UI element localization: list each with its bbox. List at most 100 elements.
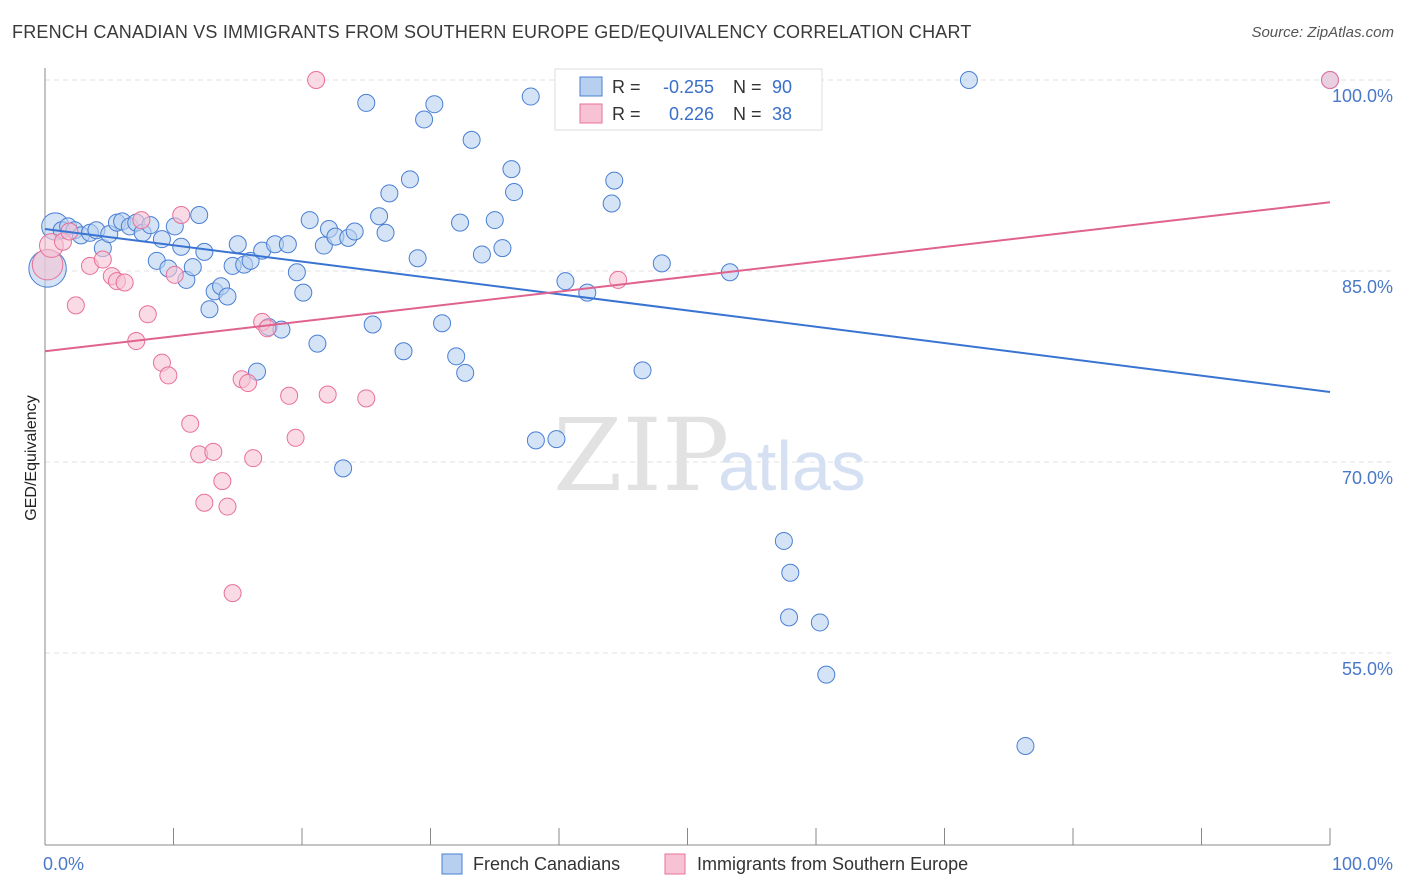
legend-n-value-pink: 38 <box>772 104 792 124</box>
y-axis-label: GED/Equivalency <box>23 395 40 520</box>
french-canadian-point-24 <box>195 242 214 261</box>
watermark-atlas: atlas <box>718 427 866 505</box>
french-canadian-point-74 <box>602 194 621 213</box>
southern-europe-point-14 <box>159 366 178 385</box>
french-canadian-point-59 <box>433 314 452 333</box>
x-ticks <box>44 828 1331 845</box>
french-canadian-point-68 <box>502 160 521 179</box>
legend-r-label-blue: R = <box>612 77 641 97</box>
french-canadian-point-63 <box>462 130 481 149</box>
southern-europe-point-19 <box>195 493 214 512</box>
southern-europe-point-25 <box>239 374 258 393</box>
french-canadian-point-42 <box>308 334 327 353</box>
series-legend: French Canadians Immigrants from Souther… <box>441 853 968 875</box>
gridlines <box>45 79 1392 654</box>
french-canadian-point-87 <box>1016 736 1035 755</box>
french-canadian-point-50 <box>363 315 382 334</box>
series-legend-label-blue: French Canadians <box>473 854 620 874</box>
french-canadian-point-55 <box>400 170 419 189</box>
southern-europe-points <box>31 71 1339 603</box>
southern-europe-point-29 <box>280 386 299 405</box>
legend-r-label-pink: R = <box>612 104 641 124</box>
french-canadian-point-81 <box>774 531 793 550</box>
southern-europe-point-17 <box>181 414 200 433</box>
french-canadian-point-23 <box>190 205 209 224</box>
french-canadian-point-64 <box>472 245 491 264</box>
french-canadian-point-56 <box>408 249 427 268</box>
southern-europe-point-6 <box>93 250 112 269</box>
french-canadian-point-62 <box>456 363 475 382</box>
french-canadian-point-51 <box>370 207 389 226</box>
series-legend-swatch-pink <box>664 853 686 875</box>
french-canadian-point-41 <box>300 211 319 230</box>
french-canadian-point-60 <box>447 347 466 366</box>
french-canadian-point-39 <box>287 263 306 282</box>
southern-europe-point-20 <box>204 442 223 461</box>
french-canadian-point-58 <box>425 95 444 114</box>
french-canadian-point-69 <box>521 87 540 106</box>
southern-europe-point-16 <box>172 205 191 224</box>
legend-r-value-blue: -0.255 <box>663 77 714 97</box>
x-tick-label-min: 0.0% <box>43 854 84 874</box>
series-legend-swatch-blue <box>441 853 463 875</box>
french-canadian-point-49 <box>357 93 376 112</box>
french-canadian-point-83 <box>781 563 800 582</box>
french-canadian-point-25 <box>200 300 219 319</box>
southern-europe-trendline <box>44 201 1331 353</box>
legend-r-value-pink: 0.226 <box>669 104 714 124</box>
french-canadian-point-28 <box>218 287 237 306</box>
southern-europe-point-28 <box>258 319 277 338</box>
french-canadian-point-30 <box>228 235 247 254</box>
legend-swatch-blue <box>579 76 603 97</box>
french-canadian-point-85 <box>817 665 836 684</box>
southern-europe-point-30 <box>286 428 305 447</box>
french-canadian-point-75 <box>605 171 624 190</box>
french-canadian-point-82 <box>780 608 799 627</box>
french-canadian-point-40 <box>294 283 313 302</box>
legend-swatch-pink <box>579 103 603 124</box>
french-canadian-point-53 <box>380 184 399 203</box>
french-canadian-point-86 <box>959 71 978 89</box>
french-canadian-point-84 <box>810 613 829 632</box>
french-canadian-point-61 <box>451 213 470 232</box>
series-legend-label-pink: Immigrants from Southern Europe <box>697 854 968 874</box>
french-canadian-point-57 <box>415 110 434 129</box>
y-tick-label-3: 100.0% <box>1332 86 1393 106</box>
watermark-zip: ZIP <box>553 397 729 514</box>
french-canadian-point-76 <box>633 361 652 380</box>
legend-n-label-blue: N = <box>733 77 762 97</box>
southern-europe-point-4 <box>66 296 85 315</box>
x-tick-label-max: 100.0% <box>1332 854 1393 874</box>
legend-n-value-blue: 90 <box>772 77 792 97</box>
southern-europe-point-32 <box>318 385 337 404</box>
y-tick-label-2: 85.0% <box>1342 277 1393 297</box>
french-canadian-point-70 <box>526 431 545 450</box>
french-canadian-point-48 <box>345 222 364 241</box>
french-canadian-point-38 <box>278 235 297 254</box>
legend-n-label-pink: N = <box>733 104 762 124</box>
y-tick-label-0: 55.0% <box>1342 659 1393 679</box>
stats-legend: R = -0.255 N = 90 R = 0.226 N = 38 <box>554 68 823 131</box>
y-tick-labels: 55.0% 70.0% 85.0% 100.0% <box>1332 86 1393 679</box>
southern-europe-point-26 <box>244 449 263 468</box>
southern-europe-point-12 <box>138 305 157 324</box>
french-canadian-point-54 <box>394 342 413 361</box>
french-canadian-point-66 <box>493 239 512 258</box>
french-canadian-point-46 <box>334 459 353 478</box>
southern-europe-point-22 <box>218 497 237 516</box>
source-label: Source: ZipAtlas.com <box>1251 24 1394 41</box>
southern-europe-point-23 <box>223 584 242 603</box>
southern-europe-point-15 <box>165 265 184 284</box>
french-canadian-point-52 <box>376 223 395 242</box>
southern-europe-point-21 <box>213 472 232 491</box>
southern-europe-point-31 <box>307 71 326 89</box>
french-canadian-trendline <box>44 227 1331 393</box>
french-canadian-point-65 <box>485 211 504 230</box>
french-canadian-point-71 <box>547 430 566 449</box>
french-canadian-point-67 <box>505 183 524 202</box>
chart-title: FRENCH CANADIAN VS IMMIGRANTS FROM SOUTH… <box>12 22 972 42</box>
french-canadian-point-79 <box>652 254 671 273</box>
y-tick-label-1: 70.0% <box>1342 468 1393 488</box>
southern-europe-point-11 <box>132 211 151 230</box>
french-canadian-point-72 <box>556 272 575 291</box>
